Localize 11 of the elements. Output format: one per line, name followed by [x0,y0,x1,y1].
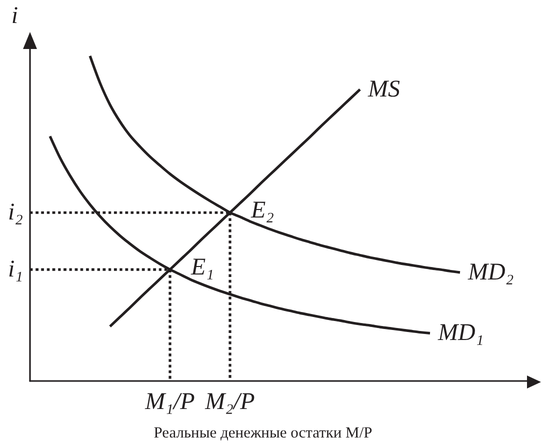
series-label: MD₂ [467,259,514,286]
x-tick-label: M₂/P [204,389,256,415]
annotation: E₂ [250,198,274,224]
series-label: i₂ [8,200,23,226]
x-tick-label: M₁/P [144,389,196,415]
y-axis-title: i [11,3,18,29]
annotation: E₁ [190,254,214,281]
series-label: MD₁ [437,320,484,346]
x-axis-title: Реальные денежные остатки M/P [154,424,372,442]
series-label: MS [367,76,400,102]
series-label: i₁ [8,256,23,283]
